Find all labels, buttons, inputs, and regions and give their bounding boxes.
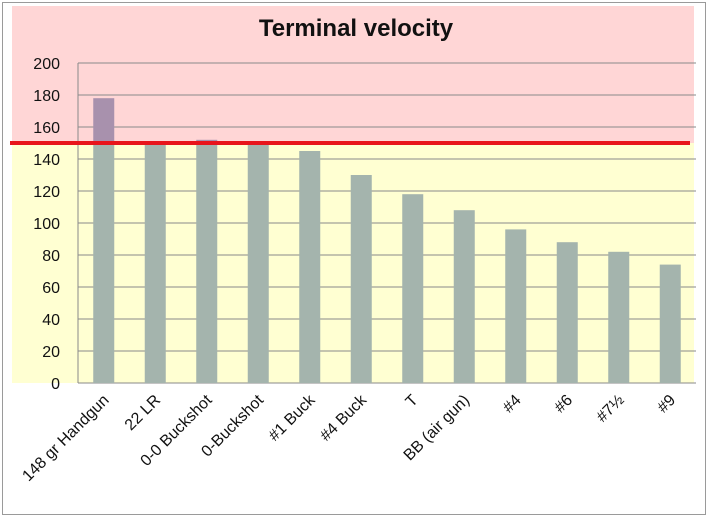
gridlines xyxy=(77,62,696,384)
y-tick-label: 180 xyxy=(33,88,60,105)
x-tick-label: 22 LR xyxy=(122,392,164,434)
x-tick-label: #9 xyxy=(654,392,679,417)
x-tick-label: 148 gr Handgun xyxy=(19,392,112,485)
x-tick-label: #4 xyxy=(500,392,525,417)
bar xyxy=(350,175,372,383)
x-tick-label: #4 Buck xyxy=(317,391,371,445)
bar-above-threshold xyxy=(93,98,115,143)
y-tick-label: 20 xyxy=(42,344,60,361)
y-tick-label: 40 xyxy=(42,312,60,329)
y-tick-label: 120 xyxy=(33,184,60,201)
y-axis-ticks: 0 20 40 60 80 100 120 140 160 180 200 xyxy=(33,56,60,393)
y-tick-label: 160 xyxy=(33,120,60,137)
chart-header-zone xyxy=(12,6,694,63)
bar xyxy=(402,194,424,383)
bar xyxy=(453,210,475,383)
bar xyxy=(556,242,578,383)
y-tick-label: 200 xyxy=(33,56,60,73)
y-tick-label: 0 xyxy=(51,376,60,393)
x-tick-label: T xyxy=(403,392,422,411)
y-tick-label: 100 xyxy=(33,216,60,233)
bar xyxy=(659,264,681,383)
x-tick-label: #7½ xyxy=(594,392,628,426)
bars xyxy=(93,98,681,383)
y-tick-label: 60 xyxy=(42,280,60,297)
bar xyxy=(505,229,527,383)
bar xyxy=(299,151,321,383)
x-tick-label: #6 xyxy=(551,392,576,417)
bar xyxy=(196,143,218,383)
bar xyxy=(144,143,166,383)
bar xyxy=(93,143,115,383)
bar xyxy=(608,251,630,383)
chart-title: Terminal velocity xyxy=(259,15,454,42)
x-tick-label: #1 Buck xyxy=(266,391,320,445)
y-tick-label: 80 xyxy=(42,248,60,265)
bar xyxy=(247,143,269,383)
y-tick-label: 140 xyxy=(33,152,60,169)
above-threshold-zone xyxy=(12,63,694,143)
x-axis-ticks: 148 gr Handgun 22 LR0-0 Buckshot0-Bucksho… xyxy=(19,391,679,485)
